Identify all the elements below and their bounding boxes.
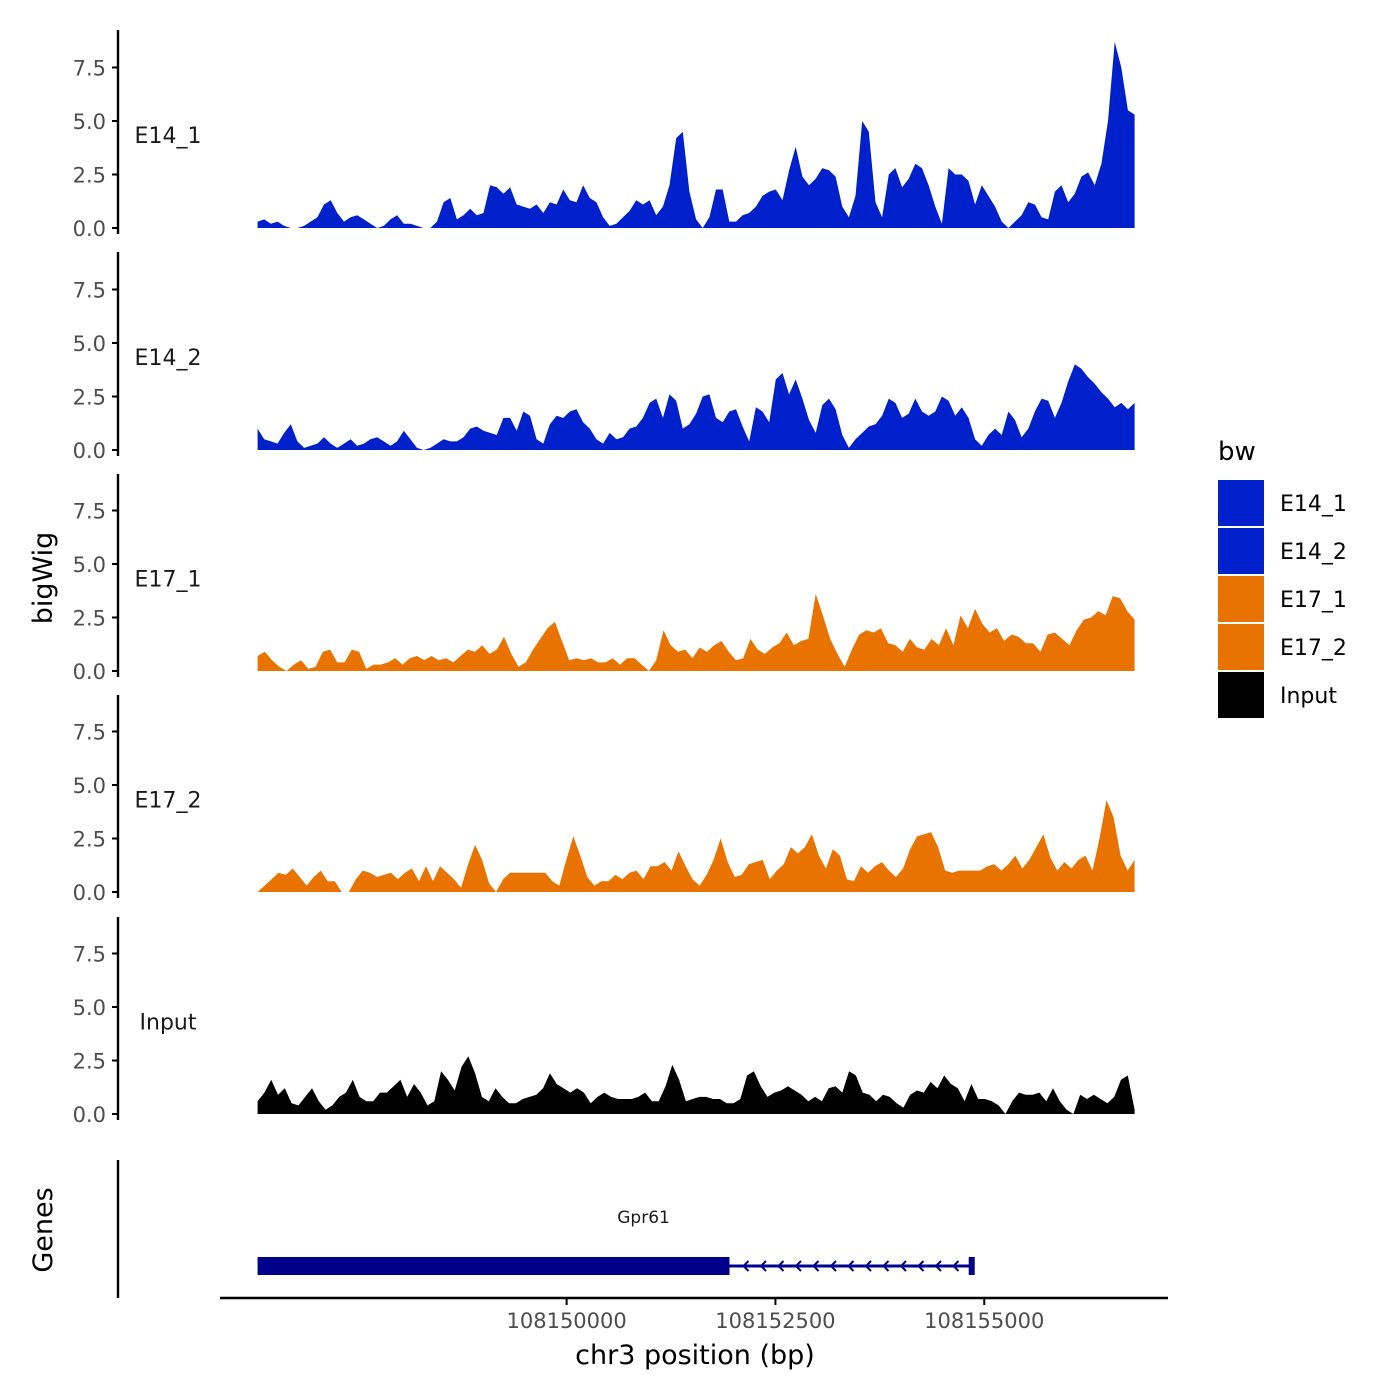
panel-E14_1: 0.0 2.5 5.0 7.5 E14_1 [73,30,1135,241]
panel-label-E14_1: E14_1 [135,124,202,149]
panel-Input: 0.0 2.5 5.0 7.5 Input [73,917,1135,1127]
x-tick-label: 108155000 [924,1309,1044,1333]
panel-label-E17_2: E17_2 [135,789,202,814]
panel-E17_1: 0.0 2.5 5.0 7.5 E17_1 [73,474,1135,684]
y-tick-label: 0.0 [73,1103,106,1127]
y-tick-label: 5.0 [73,110,106,134]
y-tick-label: 0.0 [73,439,106,463]
y-tick-label: 7.5 [73,500,106,524]
y-tick-label: 2.5 [73,1050,106,1074]
y-axis-title: bigWig [28,532,59,625]
panel-label-E17_1: E17_1 [135,568,202,593]
gene-exon-block [257,1257,730,1275]
x-tick-label: 108150000 [507,1309,627,1333]
genes-axis-title: Genes [28,1187,59,1272]
strand-arrow [742,1260,750,1272]
panel-E14_2: 0.0 2.5 5.0 7.5 E14_2 [73,252,1135,463]
y-tick-label: 5.0 [73,553,106,577]
legend-label-Input: Input [1280,684,1337,709]
y-tick-label: 7.5 [73,279,106,303]
legend-label-E17_2: E17_2 [1280,636,1347,661]
y-tick-label: 7.5 [73,721,106,745]
y-tick-label: 5.0 [73,332,106,356]
x-axis: 108150000 108152500 108155000 [220,1296,1168,1333]
y-tick-label: 2.5 [73,607,106,631]
strand-arrow [899,1260,907,1272]
strand-arrow [847,1260,855,1272]
panel-label-E14_2: E14_2 [135,346,202,371]
legend-swatch-Input [1218,672,1264,718]
legend-label-E14_2: E14_2 [1280,540,1347,565]
track-panels: 0.0 2.5 5.0 7.5 E14_1 0.0 2.5 5.0 7.5 E14_2 0.0 2.5… [73,30,1135,1127]
y-tick-label: 2.5 [73,386,106,410]
strand-arrow [812,1260,820,1272]
y-tick-label: 2.5 [73,828,106,852]
gene-end-block [968,1257,975,1275]
area-E17_2 [257,800,1135,892]
strand-arrow [829,1260,837,1272]
y-tick-label: 0.0 [73,660,106,684]
y-tick-label: 5.0 [73,774,106,798]
strand-arrow [882,1260,890,1272]
area-E14_2 [257,364,1135,450]
y-tick-label: 2.5 [73,164,106,188]
x-axis-title: chr3 position (bp) [575,1340,815,1371]
strand-arrow [864,1260,872,1272]
y-tick-label: 7.5 [73,57,106,81]
panel-E17_2: 0.0 2.5 5.0 7.5 E17_2 [73,695,1135,905]
strand-arrow [794,1260,802,1272]
x-tick-label: 108152500 [715,1309,835,1333]
legend: bw E14_1 E14_2 E17_1 E17_2 Input [1218,437,1347,718]
strand-arrow [952,1260,960,1272]
gene-label-Gpr61: Gpr61 [617,1208,670,1228]
strand-arrow [759,1260,767,1272]
y-tick-label: 7.5 [73,943,106,967]
legend-label-E17_1: E17_1 [1280,588,1347,613]
area-E17_1 [257,594,1135,671]
y-tick-label: 5.0 [73,996,106,1020]
y-tick-label: 0.0 [73,217,106,241]
strand-arrow [934,1260,942,1272]
legend-swatch-E14_1 [1218,480,1264,526]
gene-track: Gpr61 [116,1160,975,1298]
panel-label-Input: Input [140,1011,197,1036]
strand-arrow [777,1260,785,1272]
legend-swatch-E17_1 [1218,576,1264,622]
area-E14_1 [257,41,1135,228]
legend-title: bw [1218,437,1256,467]
legend-swatch-E17_2 [1218,624,1264,670]
legend-swatch-E14_2 [1218,528,1264,574]
area-Input [257,1056,1135,1114]
legend-label-E14_1: E14_1 [1280,492,1347,517]
y-tick-label: 0.0 [73,881,106,905]
strand-arrow [917,1260,925,1272]
